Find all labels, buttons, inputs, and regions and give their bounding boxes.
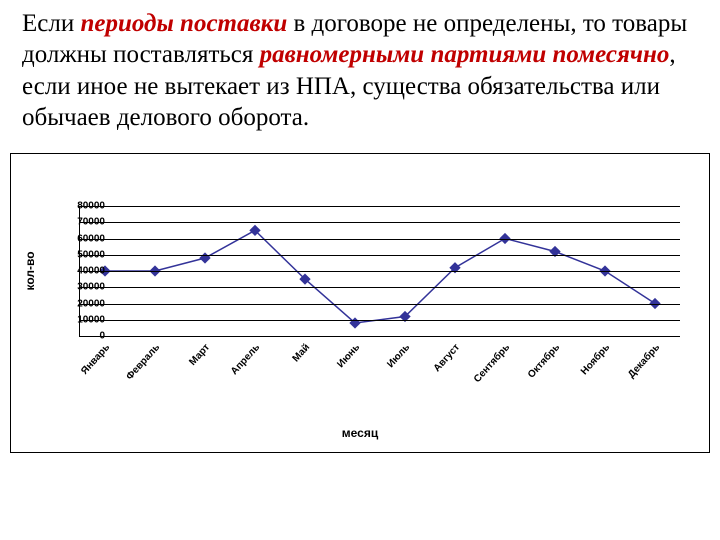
y-tick-label: 40000 (55, 266, 105, 277)
x-tick-label: Август (414, 342, 462, 394)
x-tick-label: Июнь (314, 342, 362, 394)
gridline (80, 239, 680, 240)
gridline (80, 206, 680, 207)
x-tick-label: Декабрь (614, 342, 662, 394)
y-tick-label: 70000 (55, 217, 105, 228)
y-axis-label: кол-во (23, 251, 37, 290)
x-axis-label: месяц (11, 426, 709, 440)
x-tick-label: Сентябрь (464, 342, 512, 394)
y-tick-label: 30000 (55, 282, 105, 293)
x-tick-label: Май (264, 342, 312, 394)
x-tick-label: Февраль (114, 342, 162, 394)
y-tick-label: 60000 (55, 233, 105, 244)
gridline (80, 271, 680, 272)
gridline (80, 222, 680, 223)
gridline (80, 304, 680, 305)
y-tick-label: 20000 (55, 298, 105, 309)
y-tick-label: 10000 (55, 314, 105, 325)
gridline (80, 287, 680, 288)
y-tick-label: 80000 (55, 201, 105, 212)
x-tick-label: Январь (64, 342, 112, 394)
paragraph: Если периоды поставки в договоре не опре… (0, 0, 720, 143)
chart-container: кол-во месяц 0 10000 20000 30000 40000 50000 6… (10, 153, 710, 453)
y-tick-label: 0 (55, 331, 105, 342)
text-accent-periods: периоды поставки (80, 10, 287, 37)
gridline (80, 320, 680, 321)
x-tick-label: Апрель (214, 342, 262, 394)
plot-area (79, 206, 680, 337)
x-tick-label: Ноябрь (564, 342, 612, 394)
gridline (80, 255, 680, 256)
text-accent-monthly: равномерными партиями помесячно (260, 41, 670, 68)
x-tick-label: Март (164, 342, 212, 394)
data-line (105, 230, 655, 323)
text-plain: Если (22, 10, 80, 37)
y-tick-label: 50000 (55, 249, 105, 260)
x-tick-label: Июль (364, 342, 412, 394)
x-tick-label: Октябрь (514, 342, 562, 394)
